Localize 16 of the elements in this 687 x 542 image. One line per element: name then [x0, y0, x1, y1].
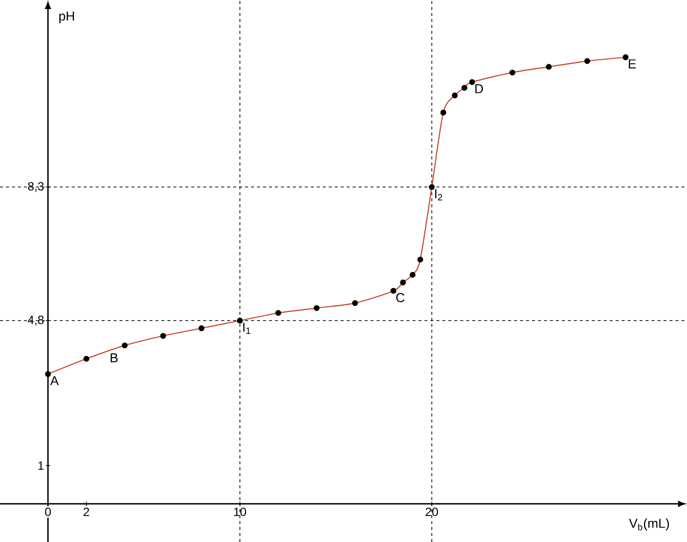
y-tick-label: 8,3 — [28, 182, 44, 192]
annotation: I$_{1}$ — [243, 322, 250, 334]
x-axis-title: V$_{b}$(mL) — [629, 518, 669, 530]
annotation: C — [396, 293, 404, 302]
x-tick-label: 20 — [426, 508, 438, 516]
x-tick-label: 2 — [84, 508, 90, 516]
annotation: D — [475, 84, 484, 94]
y-tick-label: 1 — [38, 462, 44, 470]
annotation: A — [50, 376, 59, 386]
annotation: E — [628, 59, 636, 68]
x-tick-label: 10 — [234, 508, 246, 516]
y-axis-title: pH — [59, 12, 74, 24]
annotation: B — [110, 353, 118, 362]
x-tick-label: 0 — [45, 508, 51, 516]
y-tick-label: 4,8 — [28, 316, 44, 326]
annotation: I$_{2}$ — [435, 189, 442, 200]
